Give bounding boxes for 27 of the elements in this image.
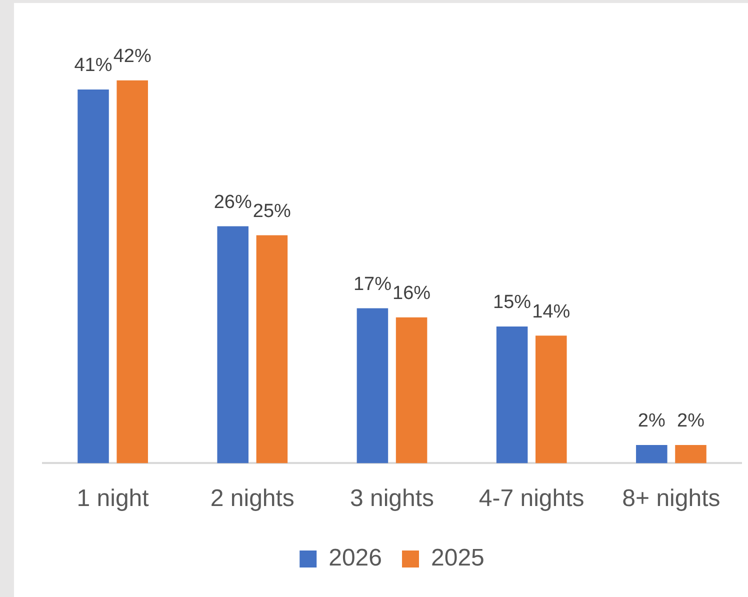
bar bbox=[256, 235, 288, 464]
data-label: 2% bbox=[677, 410, 705, 432]
x-tick-label: 8+ nights bbox=[622, 485, 720, 512]
bar bbox=[116, 80, 148, 464]
data-label: 25% bbox=[252, 201, 292, 222]
data-label: 2% bbox=[638, 410, 666, 432]
x-tick-label: 2 nights bbox=[210, 485, 294, 512]
bar bbox=[636, 444, 668, 464]
legend-label: 2025 bbox=[431, 544, 484, 572]
data-label: 15% bbox=[493, 292, 532, 314]
data-label: 42% bbox=[113, 46, 152, 68]
bar bbox=[396, 317, 428, 464]
data-label: 41% bbox=[74, 55, 112, 76]
data-label: 14% bbox=[532, 301, 570, 322]
data-label: 16% bbox=[392, 283, 431, 304]
bar bbox=[496, 326, 528, 464]
bar bbox=[78, 89, 109, 464]
bar bbox=[356, 308, 388, 464]
bar bbox=[536, 336, 567, 464]
x-tick-label: 1 night bbox=[76, 485, 150, 512]
x-tick-label: 4-7 nights bbox=[478, 485, 584, 512]
data-label: 26% bbox=[214, 192, 252, 213]
legend-label: 2026 bbox=[328, 544, 382, 572]
x-tick-label: 3 nights bbox=[350, 485, 434, 512]
data-label: 17% bbox=[353, 274, 392, 295]
bar bbox=[675, 444, 706, 464]
bar bbox=[217, 226, 248, 464]
